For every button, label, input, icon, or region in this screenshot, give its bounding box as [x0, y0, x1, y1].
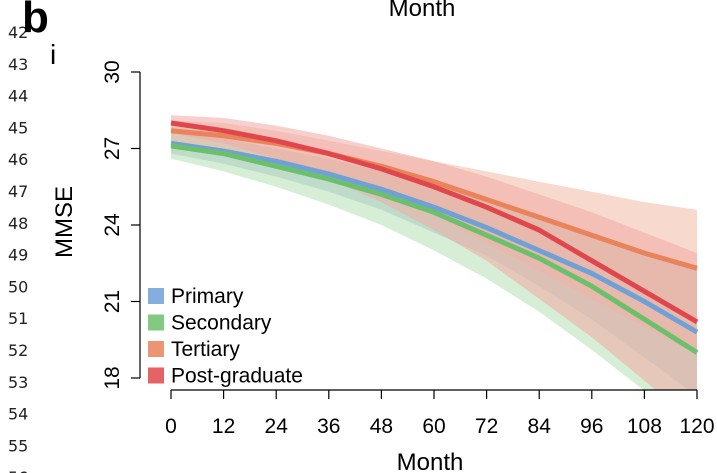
legend-label: Post-graduate	[171, 365, 303, 388]
x-axis-title: Month	[397, 449, 464, 473]
series-line	[170, 128, 698, 271]
x-tick-label: 60	[422, 415, 445, 438]
x-tick-label: 108	[627, 415, 662, 438]
x-tick-label: 96	[580, 415, 603, 438]
line-number: 44	[8, 87, 28, 106]
y-tick-label: 24	[101, 213, 124, 237]
confidence-band	[171, 115, 697, 390]
y-tick-label: 30	[101, 60, 124, 83]
y-tick-label: 21	[101, 290, 124, 313]
confidence-band	[171, 135, 697, 390]
line-number: 46	[8, 150, 28, 169]
x-tick-label: 24	[265, 415, 289, 438]
line-numbers: 42 43 44 45 46 47 48 49 50 51 52 53 54 55 56	[8, 23, 28, 473]
x-tick-label: 36	[317, 415, 340, 438]
line-number: 49	[8, 246, 28, 265]
x-tick-label: 72	[475, 415, 498, 438]
y-axis: 18 21 24 27 30	[101, 60, 141, 390]
line-number: 55	[8, 436, 28, 455]
line-number: 50	[8, 277, 28, 296]
x-tick-label: 12	[212, 415, 235, 438]
line-number: 43	[8, 55, 28, 74]
line-number: 47	[8, 182, 28, 201]
top-caption: Month	[389, 0, 456, 22]
y-tick-label: 27	[101, 137, 124, 160]
legend-swatch	[148, 288, 164, 304]
panel-sublabel: i	[50, 39, 56, 70]
x-tick-label: 48	[370, 415, 393, 438]
legend-label: Primary	[171, 285, 244, 308]
series-line	[170, 140, 699, 335]
line-number: 42	[8, 23, 28, 42]
y-axis-title: MMSE	[51, 186, 78, 258]
line-number: 52	[8, 341, 28, 360]
legend-label: Secondary	[171, 312, 272, 335]
series-line	[170, 120, 699, 325]
legend-swatch	[148, 341, 164, 357]
line-number: 54	[8, 405, 28, 424]
x-tick-label: 120	[679, 415, 714, 438]
series-line	[170, 143, 699, 355]
legend: Primary Secondary Tertiary Post-graduate	[148, 285, 303, 388]
y-tick-label: 18	[101, 366, 124, 389]
legend-swatch	[148, 314, 164, 331]
line-number: 53	[8, 373, 28, 392]
line-number: 48	[8, 214, 28, 233]
x-tick-label: 0	[165, 415, 177, 438]
line-number: 51	[8, 309, 28, 328]
legend-swatch	[148, 367, 164, 384]
line-number: 56	[8, 468, 28, 473]
series-lines	[170, 120, 699, 355]
legend-label: Tertiary	[171, 338, 240, 361]
line-number: 45	[8, 118, 28, 137]
x-axis: 0 12 24 36 48 60 72 84 96 108 120	[165, 389, 715, 438]
x-tick-label: 84	[528, 415, 552, 438]
panel-letter: b	[22, 0, 49, 42]
